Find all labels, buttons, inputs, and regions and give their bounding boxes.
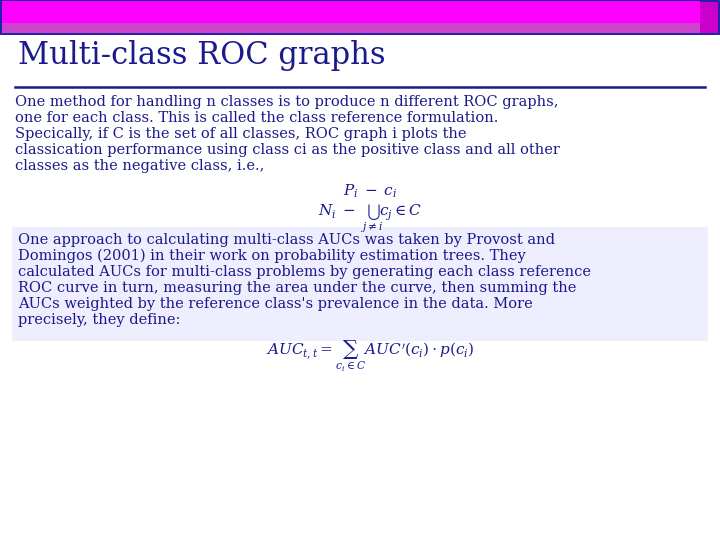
Bar — [12, 227, 708, 341]
Text: AUCs weighted by the reference class's prevalence in the data. More: AUCs weighted by the reference class's p… — [18, 297, 533, 311]
Bar — [2, 23, 700, 33]
Text: one for each class. This is called the class reference formulation.: one for each class. This is called the c… — [15, 111, 498, 125]
Text: calculated AUCs for multi-class problems by generating each class reference: calculated AUCs for multi-class problems… — [18, 265, 591, 279]
Bar — [0, 0, 720, 35]
Text: Multi-class ROC graphs: Multi-class ROC graphs — [18, 40, 386, 71]
Bar — [2, 1, 700, 23]
Text: $N_i\;-\;\bigcup_{j\neq i}\!c_j\in C$: $N_i\;-\;\bigcup_{j\neq i}\!c_j\in C$ — [318, 203, 422, 235]
Text: $P_i\;-\;c_i$: $P_i\;-\;c_i$ — [343, 183, 397, 200]
Text: ROC curve in turn, measuring the area under the curve, then summing the: ROC curve in turn, measuring the area un… — [18, 281, 577, 295]
Text: classication performance using class ci as the positive class and all other: classication performance using class ci … — [15, 143, 560, 157]
Text: Specically, if C is the set of all classes, ROC graph i plots the: Specically, if C is the set of all class… — [15, 127, 467, 141]
Text: One approach to calculating multi-class AUCs was taken by Provost and: One approach to calculating multi-class … — [18, 233, 555, 247]
Bar — [700, 2, 718, 33]
Text: classes as the negative class, i.e.,: classes as the negative class, i.e., — [15, 159, 264, 173]
Text: One method for handling n classes is to produce n different ROC graphs,: One method for handling n classes is to … — [15, 95, 559, 109]
Text: $AUC_{t,t} = \sum_{c_i \in C} AUC'(c_i) \cdot p(c_i)$: $AUC_{t,t} = \sum_{c_i \in C} AUC'(c_i) … — [266, 339, 474, 374]
Text: precisely, they define:: precisely, they define: — [18, 313, 181, 327]
Text: Domingos (2001) in their work on probability estimation trees. They: Domingos (2001) in their work on probabi… — [18, 249, 526, 264]
